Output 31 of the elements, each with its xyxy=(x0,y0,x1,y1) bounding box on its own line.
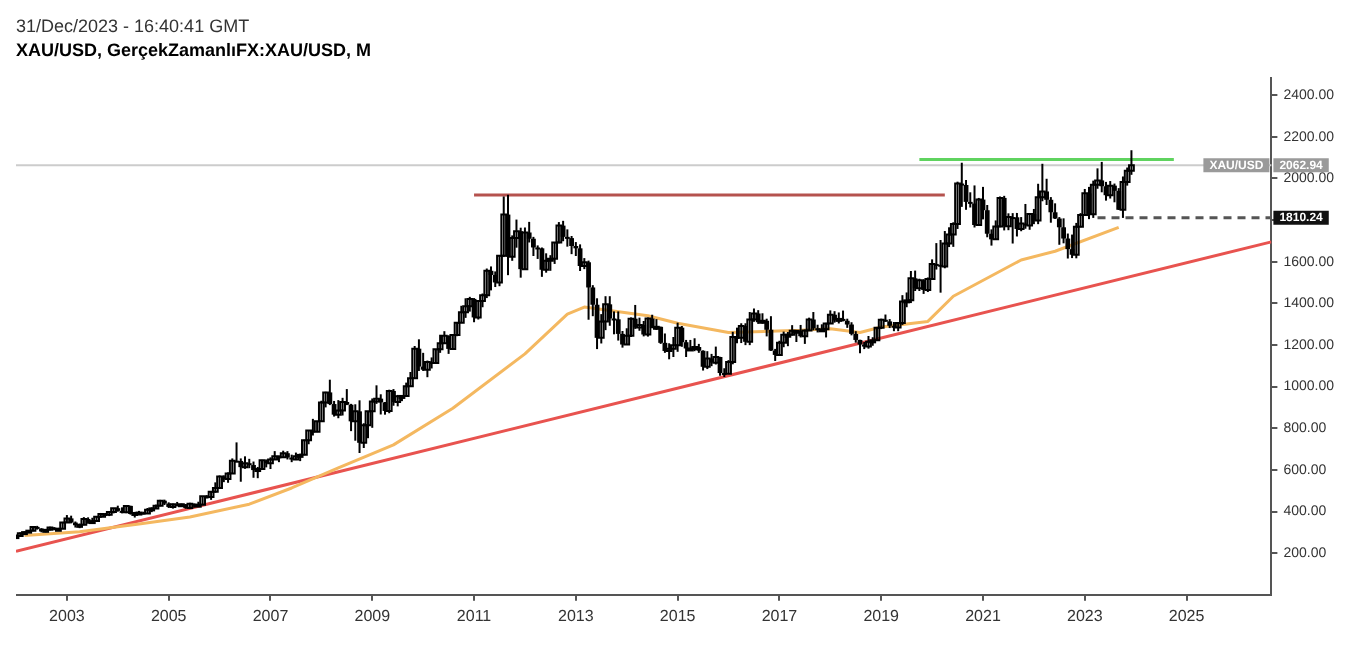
candlestick xyxy=(411,344,419,380)
x-tick-label: 2025 xyxy=(1168,606,1206,625)
candlestick xyxy=(1072,221,1080,260)
candlestick xyxy=(907,270,915,305)
candlestick xyxy=(674,321,682,353)
x-tick-label: 2013 xyxy=(558,606,595,625)
chart-subtitle: 31/Dec/2023 - 16:40:41 GMT xyxy=(16,16,252,40)
x-tick-label: 2021 xyxy=(965,606,1002,625)
x-tick-label: 2019 xyxy=(863,606,901,625)
candlestick xyxy=(483,267,491,300)
x-tick-label: 2011 xyxy=(456,606,493,625)
candlestick xyxy=(560,219,566,243)
x-tick-label: 2005 xyxy=(150,606,188,625)
candlestick xyxy=(1056,216,1062,246)
candlestick xyxy=(746,311,754,347)
candlestick xyxy=(1119,175,1127,219)
x-tick-label: 2017 xyxy=(761,606,799,625)
candlestick xyxy=(586,259,591,321)
x-tick-label: 2009 xyxy=(354,606,392,625)
candlestick xyxy=(899,294,906,326)
x-tick-label: 2015 xyxy=(659,606,697,625)
x-tick-label: 2023 xyxy=(1066,606,1104,625)
candlestick xyxy=(1099,160,1105,194)
candlestick xyxy=(569,235,574,256)
chart-title: XAU/USD, GerçekZamanlıFX:XAU/USD, M xyxy=(16,40,374,64)
candlestick xyxy=(607,295,613,327)
x-tick-label: 2007 xyxy=(252,606,290,625)
x-tick-label: 2003 xyxy=(49,606,86,625)
candlestick xyxy=(615,310,621,342)
candlestick xyxy=(521,226,529,271)
candlestick xyxy=(474,299,482,321)
